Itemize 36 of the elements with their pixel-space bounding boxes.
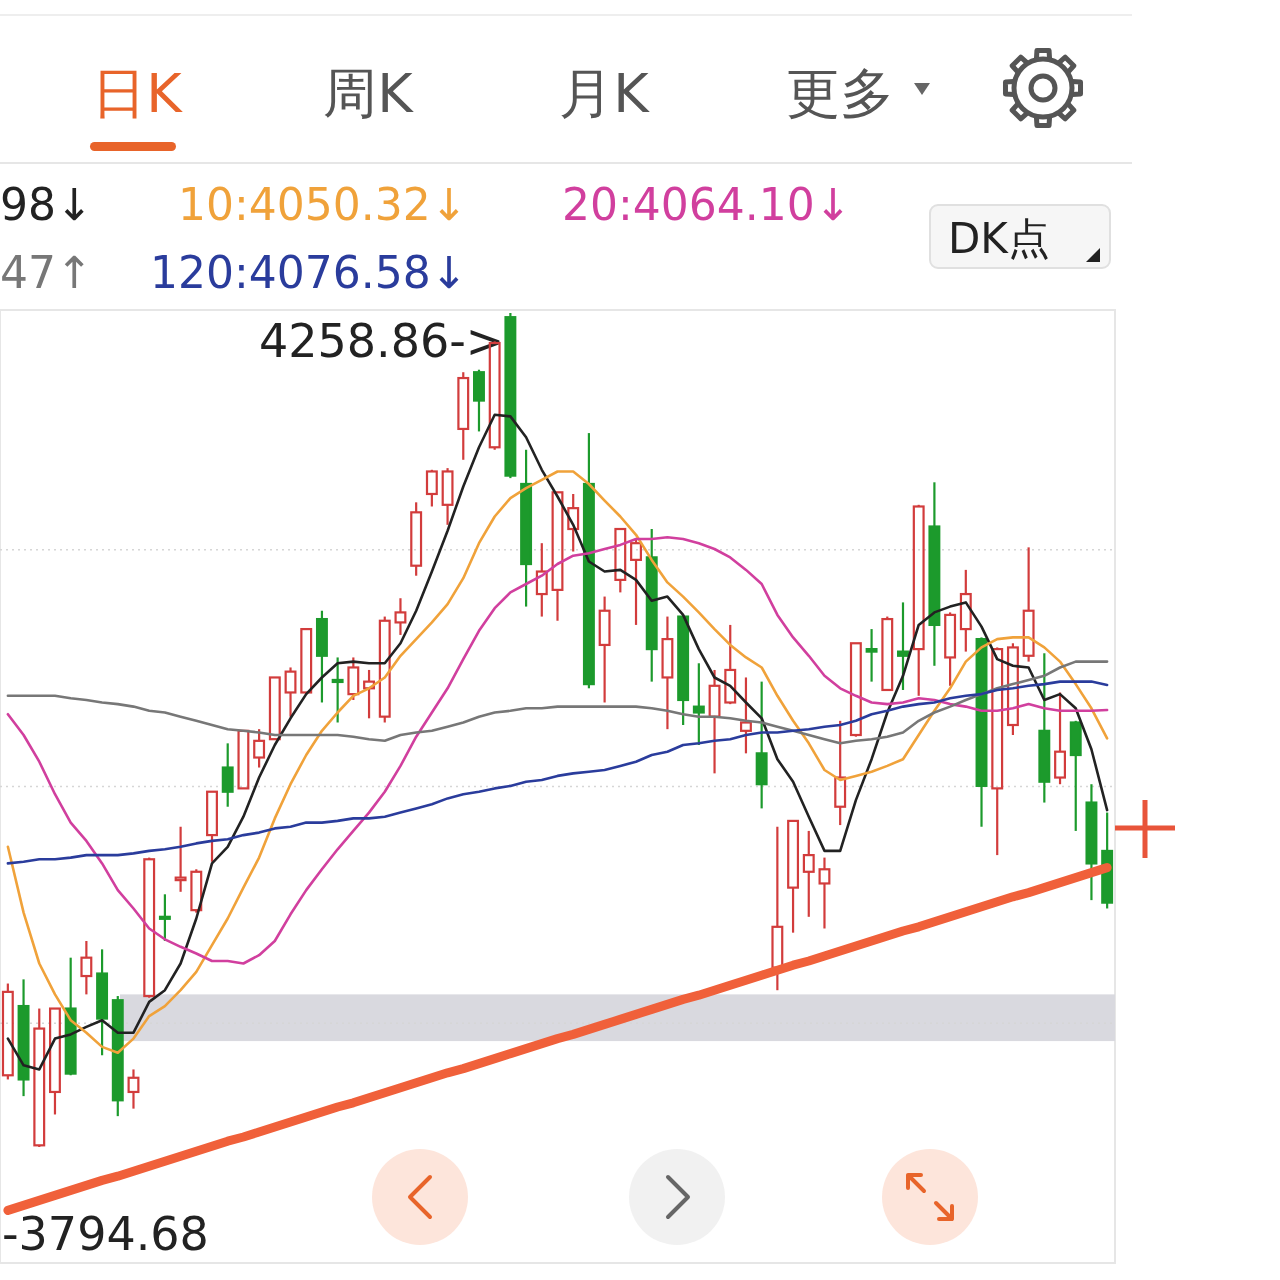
candlestick <box>1085 783 1098 902</box>
candlestick <box>802 829 815 918</box>
candlestick <box>739 676 752 755</box>
text: 47↑ <box>0 247 93 298</box>
text: -3794.68 <box>2 1207 209 1261</box>
candlestick <box>331 656 344 724</box>
candlestick <box>897 601 909 692</box>
text: 98↓ <box>0 179 93 230</box>
text: DK点 <box>948 214 1050 263</box>
annotation: 4258.86-> <box>259 314 505 368</box>
candlestick <box>834 719 847 827</box>
candlestick <box>96 948 109 1057</box>
candlestick <box>645 527 658 683</box>
candlestick <box>692 662 705 747</box>
candlestick <box>520 448 533 608</box>
text: 日K <box>92 62 184 125</box>
candlestick <box>535 542 548 618</box>
candlestick <box>284 666 297 718</box>
text: 20:4064.10↓ <box>562 179 852 230</box>
candlestick <box>661 615 674 731</box>
candlestick <box>174 825 187 893</box>
candlestick <box>708 668 721 775</box>
text: 更多 <box>786 62 894 125</box>
candlestick <box>127 1068 140 1110</box>
candlestick <box>755 680 768 810</box>
candlestick <box>928 481 941 667</box>
candlestick <box>865 627 878 683</box>
text: 月K <box>559 62 651 125</box>
candlestick <box>818 856 831 930</box>
candlestick <box>959 568 972 653</box>
text: 120:4076.58↓ <box>150 247 468 298</box>
candlestick <box>394 597 407 637</box>
text: 10:4050.32↓ <box>178 179 468 230</box>
candlestick <box>17 978 30 1098</box>
text: 周K <box>323 62 415 125</box>
candlestick <box>1038 652 1051 804</box>
